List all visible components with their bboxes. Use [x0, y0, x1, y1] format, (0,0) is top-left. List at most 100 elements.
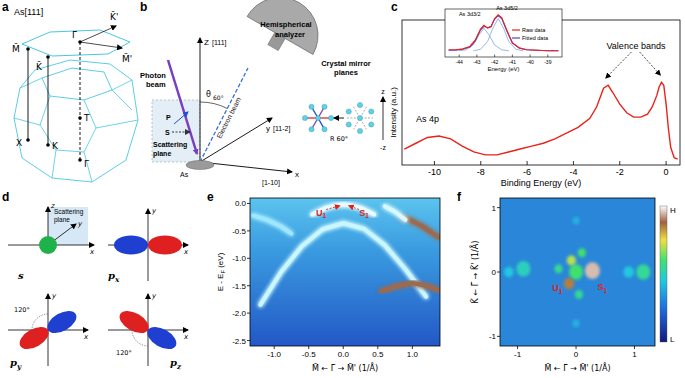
- orbital-label: px: [108, 270, 120, 284]
- analyzer-label: Hemispherical: [260, 20, 311, 29]
- bz-edge: [96, 120, 138, 128]
- analyzer-body: [247, 0, 332, 54]
- label: plane: [54, 216, 70, 224]
- p-polarization: [174, 112, 188, 124]
- label: Electron beam: [215, 96, 242, 140]
- plot-data: [500, 198, 655, 346]
- y-axis-label: K̄ ← Γ̄ → K̄' (1/Å): [469, 241, 480, 304]
- fermi-pocket: [575, 290, 583, 299]
- fermi-pocket: [504, 267, 513, 277]
- x-tick: [666, 161, 667, 165]
- y-tick-label: -2.0: [232, 309, 246, 318]
- fermi-pocket: [564, 278, 575, 290]
- x-tick: [377, 346, 378, 349]
- x-tick: [573, 161, 574, 165]
- label: Γ̄: [72, 30, 77, 40]
- x-tick-label: 1.0: [407, 350, 419, 359]
- angle-arc: [32, 314, 48, 338]
- projection-line: [48, 57, 49, 145]
- z-axis: [200, 38, 201, 162]
- label-part: 1: [323, 212, 327, 219]
- y-tick-label: -2.5: [232, 337, 246, 346]
- fermi-pocket: [554, 264, 562, 273]
- panel-title: As[111]: [14, 7, 43, 17]
- x-tick: [619, 161, 620, 165]
- z-arrow: [383, 97, 384, 140]
- rotation-arrow: [334, 118, 344, 119]
- plot-frame: [250, 198, 440, 346]
- label: Γ: [84, 159, 89, 169]
- atom: [357, 115, 362, 120]
- y-tick: [247, 340, 250, 341]
- atom: [369, 109, 374, 114]
- colorbar: [660, 206, 667, 342]
- annotation: S1: [359, 208, 369, 220]
- x-tick: [480, 161, 481, 165]
- plot-data: [404, 82, 677, 159]
- vector: [80, 42, 122, 48]
- analyzer: [240, 0, 332, 67]
- x-tick: [530, 55, 531, 58]
- inset-line: [449, 16, 559, 51]
- panel-label: e: [207, 190, 214, 204]
- label-part: s: [18, 270, 24, 281]
- angle-arc: [132, 322, 148, 346]
- x-tick-label: -43: [473, 59, 480, 65]
- x-tick: [343, 346, 344, 349]
- annotation: As 3d5/2: [496, 5, 518, 11]
- photon-beam: [168, 60, 197, 154]
- label-part: x: [114, 275, 120, 284]
- x-tick-label: -42: [491, 59, 498, 65]
- label: X: [16, 138, 22, 148]
- label: K̄: [36, 61, 43, 72]
- point: [78, 158, 82, 162]
- colorbar-label: L: [670, 335, 675, 344]
- label: -z: [380, 144, 386, 151]
- x-axis-label: M̄ ← Γ̄ → M̄' (1/Å): [544, 362, 610, 373]
- label-part: E - E: [216, 274, 225, 292]
- atom: [309, 104, 314, 109]
- fermi-pocket: [578, 248, 586, 257]
- point: [78, 116, 82, 120]
- projection-line: [80, 42, 81, 160]
- annotation: U1: [552, 283, 563, 295]
- fermi-pocket: [567, 255, 576, 265]
- annotation-arrow: [640, 52, 661, 75]
- spectrum-line: [404, 82, 677, 159]
- x-tick: [308, 346, 309, 349]
- x-axis: [200, 162, 292, 172]
- x-axis-label: M̄ ← Γ̄ → M̄' (1/Å): [312, 362, 378, 373]
- label: T: [83, 113, 90, 123]
- label: Photon: [140, 71, 166, 80]
- x-tick-label: 0: [574, 350, 579, 359]
- annotation: S1: [598, 282, 608, 294]
- inset-line: [449, 15, 559, 51]
- orbital-label: pz: [170, 357, 182, 371]
- plot-frame: [500, 198, 655, 346]
- orbital-lobe: [144, 322, 181, 353]
- atom: [369, 122, 374, 127]
- orbital-lobe: [114, 236, 148, 255]
- legend-label: Raw data: [522, 27, 546, 33]
- arpes-background: [250, 198, 440, 346]
- x-tick-label: -44: [456, 59, 463, 65]
- legend-swatch: [512, 29, 520, 30]
- atom: [309, 127, 314, 132]
- inset-data: [449, 15, 559, 51]
- label: x: [295, 170, 299, 179]
- label: θ: [206, 90, 211, 99]
- annotation-arrow: [606, 52, 632, 78]
- y-tick-label: -1: [489, 332, 497, 341]
- atom: [346, 122, 351, 127]
- fermi-pocket: [585, 262, 600, 279]
- label: P: [166, 114, 171, 121]
- panel-label: c: [391, 0, 398, 14]
- figure: aAs[111]M̄K̄Γ̄K̄'M̄'XKTΓbHemisphericalan…: [0, 0, 685, 378]
- bz-edge: [56, 150, 84, 152]
- brillouin-zone: [14, 60, 138, 182]
- s-polarization: [172, 132, 190, 133]
- orbital-lobe: [44, 306, 81, 337]
- orbital-s: [39, 236, 57, 254]
- fermi-pocket: [516, 261, 530, 276]
- x-tick: [459, 55, 460, 58]
